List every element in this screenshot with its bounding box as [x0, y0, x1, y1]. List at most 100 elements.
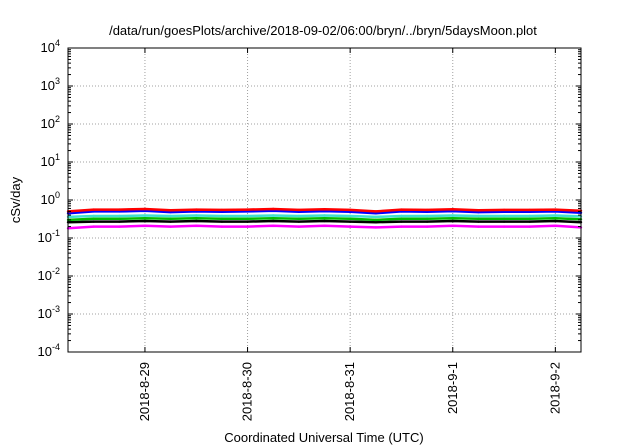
series-1-point [246, 220, 249, 223]
series-1-point [272, 219, 275, 223]
series-3-point [554, 214, 557, 217]
series-3-point [297, 214, 301, 218]
series-0-point [118, 225, 121, 228]
series-5-point [554, 208, 557, 211]
series-5-point [143, 207, 147, 211]
series-5-point [272, 207, 275, 211]
series-3-point [400, 214, 403, 218]
series-0-point [349, 225, 352, 228]
series-5-point [374, 210, 377, 213]
series-4-point [169, 210, 172, 214]
series-3-point [143, 214, 147, 217]
series-0-point [297, 225, 301, 228]
series-5-point [502, 208, 506, 212]
series-1-point [143, 219, 147, 223]
series-2-point [169, 217, 172, 220]
series-5-point [297, 208, 301, 212]
series-4-point [297, 210, 301, 213]
series-2-point [297, 217, 301, 220]
series-4-point [349, 210, 352, 213]
series-5-point [246, 208, 249, 211]
series-0-point [92, 225, 95, 228]
series-0-point [528, 225, 531, 228]
series-4-point [502, 210, 506, 213]
series-2-point [451, 217, 454, 220]
series-5-point [400, 208, 403, 211]
series-2-point [143, 217, 147, 220]
series-5-point [220, 208, 224, 212]
x-axis: 2018-8-29 2018-8-30 2018-8-31 2018-9-1 2018-… [137, 48, 562, 421]
series-2-point [425, 217, 429, 220]
y-tick-label: 10-3 [38, 304, 60, 321]
series-3-point [323, 214, 326, 217]
series-2-point [246, 217, 249, 220]
series-3-point [425, 214, 429, 218]
series-1-point [554, 219, 557, 223]
series-0-point [246, 225, 249, 228]
series-1-point [323, 219, 326, 223]
series-3-point [246, 214, 249, 218]
x-tick-label: 2018-9-2 [547, 362, 562, 414]
series-1-point [169, 220, 172, 223]
series-2-point [92, 217, 95, 220]
series-0-point [554, 224, 557, 227]
series-5-point [477, 209, 480, 212]
series-0-point [477, 225, 480, 228]
series-2-point [349, 217, 352, 220]
series-2-point [323, 217, 326, 220]
series-5-point [169, 209, 172, 212]
series-3-point [528, 214, 531, 218]
series-5-point [528, 208, 531, 212]
series-2-point [554, 217, 557, 220]
series-1-point [502, 220, 506, 223]
series-2-point [195, 217, 198, 220]
series-3-point [349, 214, 352, 218]
series-3-point [92, 214, 95, 218]
series-3-point [169, 214, 172, 218]
series-1-point [297, 220, 301, 223]
series-1-point [451, 219, 454, 223]
series-4-point [477, 210, 480, 214]
x-axis-label: Coordinated Universal Time (UTC) [224, 430, 423, 445]
series-0-point [143, 224, 147, 227]
y-tick-label: 104 [41, 38, 60, 55]
series-0-point [400, 225, 403, 228]
x-tick-label: 2018-9-1 [445, 362, 460, 414]
y-tick-label: 103 [41, 76, 60, 93]
series-1-point [425, 220, 429, 223]
series-1-point [220, 220, 224, 223]
series-1-point [349, 220, 352, 223]
series-4-point [220, 210, 224, 213]
series-group [66, 207, 583, 230]
series-3-point [374, 215, 377, 219]
series-0-point [502, 225, 506, 228]
series-4-point [528, 210, 531, 213]
series-2-point [220, 217, 224, 220]
series-4-point [425, 210, 429, 213]
series-3-point [451, 214, 454, 217]
series-5-point [349, 208, 352, 212]
series-1-point [118, 220, 121, 223]
series-3-point [272, 214, 275, 217]
series-3-point [118, 214, 121, 218]
series-0-point [323, 224, 326, 227]
series-0-point [374, 226, 377, 229]
series-2-point [272, 217, 275, 220]
y-tick-label: 100 [41, 190, 60, 207]
y-axis-label: cSv/day [8, 176, 23, 223]
y-tick-label: 10-1 [38, 228, 60, 245]
series-1-point [92, 220, 95, 223]
series-2-point [528, 217, 531, 220]
series-0-point [195, 224, 198, 227]
series-3-point [195, 214, 198, 217]
y-tick-label: 10-2 [38, 266, 60, 283]
series-3-point [477, 214, 480, 218]
series-2-point [118, 217, 121, 220]
series-2-point [502, 217, 506, 220]
series-1-point [477, 220, 480, 223]
series-1-point [400, 220, 403, 223]
series-1-point [195, 219, 198, 223]
series-0-point [220, 225, 224, 228]
series-3-point [502, 214, 506, 218]
